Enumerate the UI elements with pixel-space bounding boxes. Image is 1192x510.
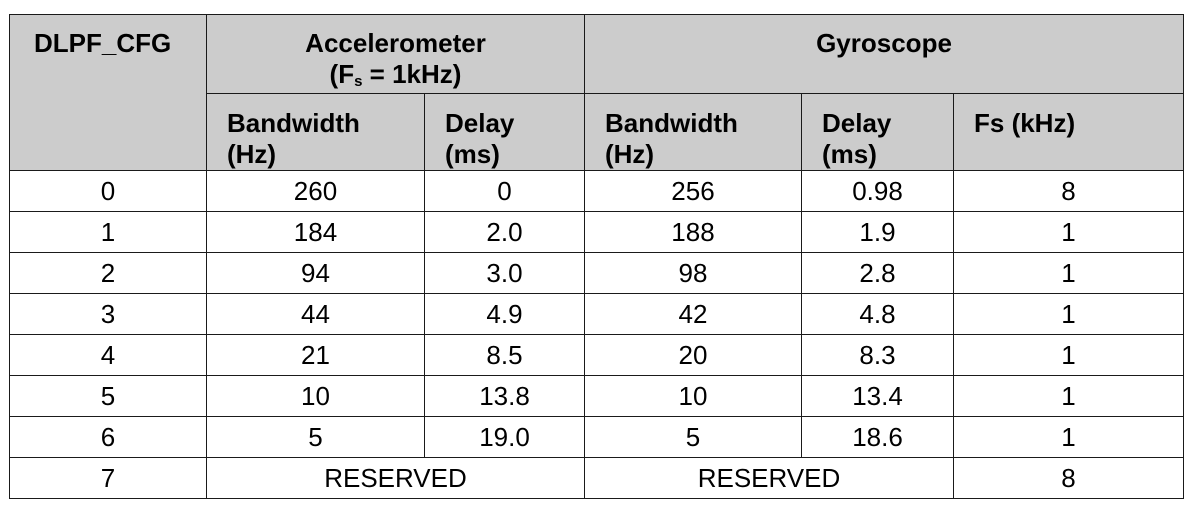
- cell-accel-bandwidth: 94: [206, 252, 425, 294]
- table-row: 0 260 0 256 0.98 8: [9, 170, 1184, 212]
- cell-gyro-bandwidth: 98: [584, 252, 802, 294]
- cell-accel-delay: 2.0: [424, 211, 585, 253]
- table-row-reserved: 7 RESERVED RESERVED 8: [9, 457, 1184, 499]
- cell-gyro-fs: 1: [953, 252, 1184, 294]
- cell-gyro-bandwidth: 42: [584, 293, 802, 335]
- header-gyroscope: Gyroscope: [584, 14, 1184, 94]
- cell-gyro-bandwidth: 256: [584, 170, 802, 212]
- table-row: 3 44 4.9 42 4.8 1: [9, 293, 1184, 335]
- header-accel-delay: Delay (ms): [424, 93, 585, 171]
- cell-gyro-bandwidth: 5: [584, 416, 802, 458]
- cell-cfg: 2: [9, 252, 207, 294]
- cell-accel-delay: 8.5: [424, 334, 585, 376]
- cell-gyro-fs: 1: [953, 416, 1184, 458]
- cell-accel-bandwidth: 260: [206, 170, 425, 212]
- cell-gyro-delay: 4.8: [801, 293, 954, 335]
- cell-gyro-fs: 1: [953, 375, 1184, 417]
- cell-cfg: 1: [9, 211, 207, 253]
- header-accelerometer: Accelerometer (Fs = 1kHz): [206, 14, 585, 94]
- cell-gyro-bandwidth: 10: [584, 375, 802, 417]
- cell-gyro-fs: 8: [953, 457, 1184, 499]
- header-accel-bandwidth: Bandwidth (Hz): [206, 93, 425, 171]
- cell-gyro-delay: 18.6: [801, 416, 954, 458]
- cell-gyro-delay: 0.98: [801, 170, 954, 212]
- table-row: 1 184 2.0 188 1.9 1: [9, 211, 1184, 253]
- cell-gyro-bandwidth: 20: [584, 334, 802, 376]
- table-row: 4 21 8.5 20 8.3 1: [9, 334, 1184, 376]
- header-gyro-bandwidth: Bandwidth (Hz): [584, 93, 802, 171]
- cell-accel-delay: 0: [424, 170, 585, 212]
- cell-cfg: 5: [9, 375, 207, 417]
- cell-gyro-delay: 13.4: [801, 375, 954, 417]
- cell-accel-bandwidth: 184: [206, 211, 425, 253]
- cell-gyro-delay: 8.3: [801, 334, 954, 376]
- header-gyro-fs: Fs (kHz): [953, 93, 1184, 171]
- header-row-fields: Bandwidth (Hz) Delay (ms) Bandwidth (Hz) De…: [10, 93, 1184, 171]
- cell-cfg: 0: [9, 170, 207, 212]
- cell-gyro-fs: 1: [953, 334, 1184, 376]
- cell-accel-delay: 3.0: [424, 252, 585, 294]
- cell-gyro-bandwidth: 188: [584, 211, 802, 253]
- accelerometer-sample-rate: (Fs = 1kHz): [329, 59, 462, 90]
- cell-gyro-fs: 8: [953, 170, 1184, 212]
- cell-gyro-fs: 1: [953, 293, 1184, 335]
- cell-accel-reserved: RESERVED: [206, 457, 585, 499]
- cell-accel-bandwidth: 10: [206, 375, 425, 417]
- cell-cfg: 6: [9, 416, 207, 458]
- cell-cfg: 7: [9, 457, 207, 499]
- cell-gyro-delay: 1.9: [801, 211, 954, 253]
- cell-accel-bandwidth: 5: [206, 416, 425, 458]
- cell-gyro-fs: 1: [953, 211, 1184, 253]
- cell-accel-bandwidth: 44: [206, 293, 425, 335]
- cell-accel-bandwidth: 21: [206, 334, 425, 376]
- cell-gyro-reserved: RESERVED: [584, 457, 954, 499]
- cell-cfg: 3: [9, 293, 207, 335]
- cell-accel-delay: 13.8: [424, 375, 585, 417]
- cell-accel-delay: 4.9: [424, 293, 585, 335]
- header-dlpf-cfg: DLPF_CFG: [9, 14, 207, 171]
- cell-gyro-delay: 2.8: [801, 252, 954, 294]
- dlpf-config-table: DLPF_CFG Accelerometer (Fs = 1kHz) Gyros…: [9, 14, 1184, 499]
- cell-accel-delay: 19.0: [424, 416, 585, 458]
- accelerometer-title: Accelerometer: [305, 28, 486, 58]
- header-gyro-delay: Delay (ms): [801, 93, 954, 171]
- table-row: 6 5 19.0 5 18.6 1: [9, 416, 1184, 458]
- table-row: 2 94 3.0 98 2.8 1: [9, 252, 1184, 294]
- cell-cfg: 4: [9, 334, 207, 376]
- header-row-groups: DLPF_CFG Accelerometer (Fs = 1kHz) Gyros…: [9, 14, 1184, 171]
- table-row: 5 10 13.8 10 13.4 1: [9, 375, 1184, 417]
